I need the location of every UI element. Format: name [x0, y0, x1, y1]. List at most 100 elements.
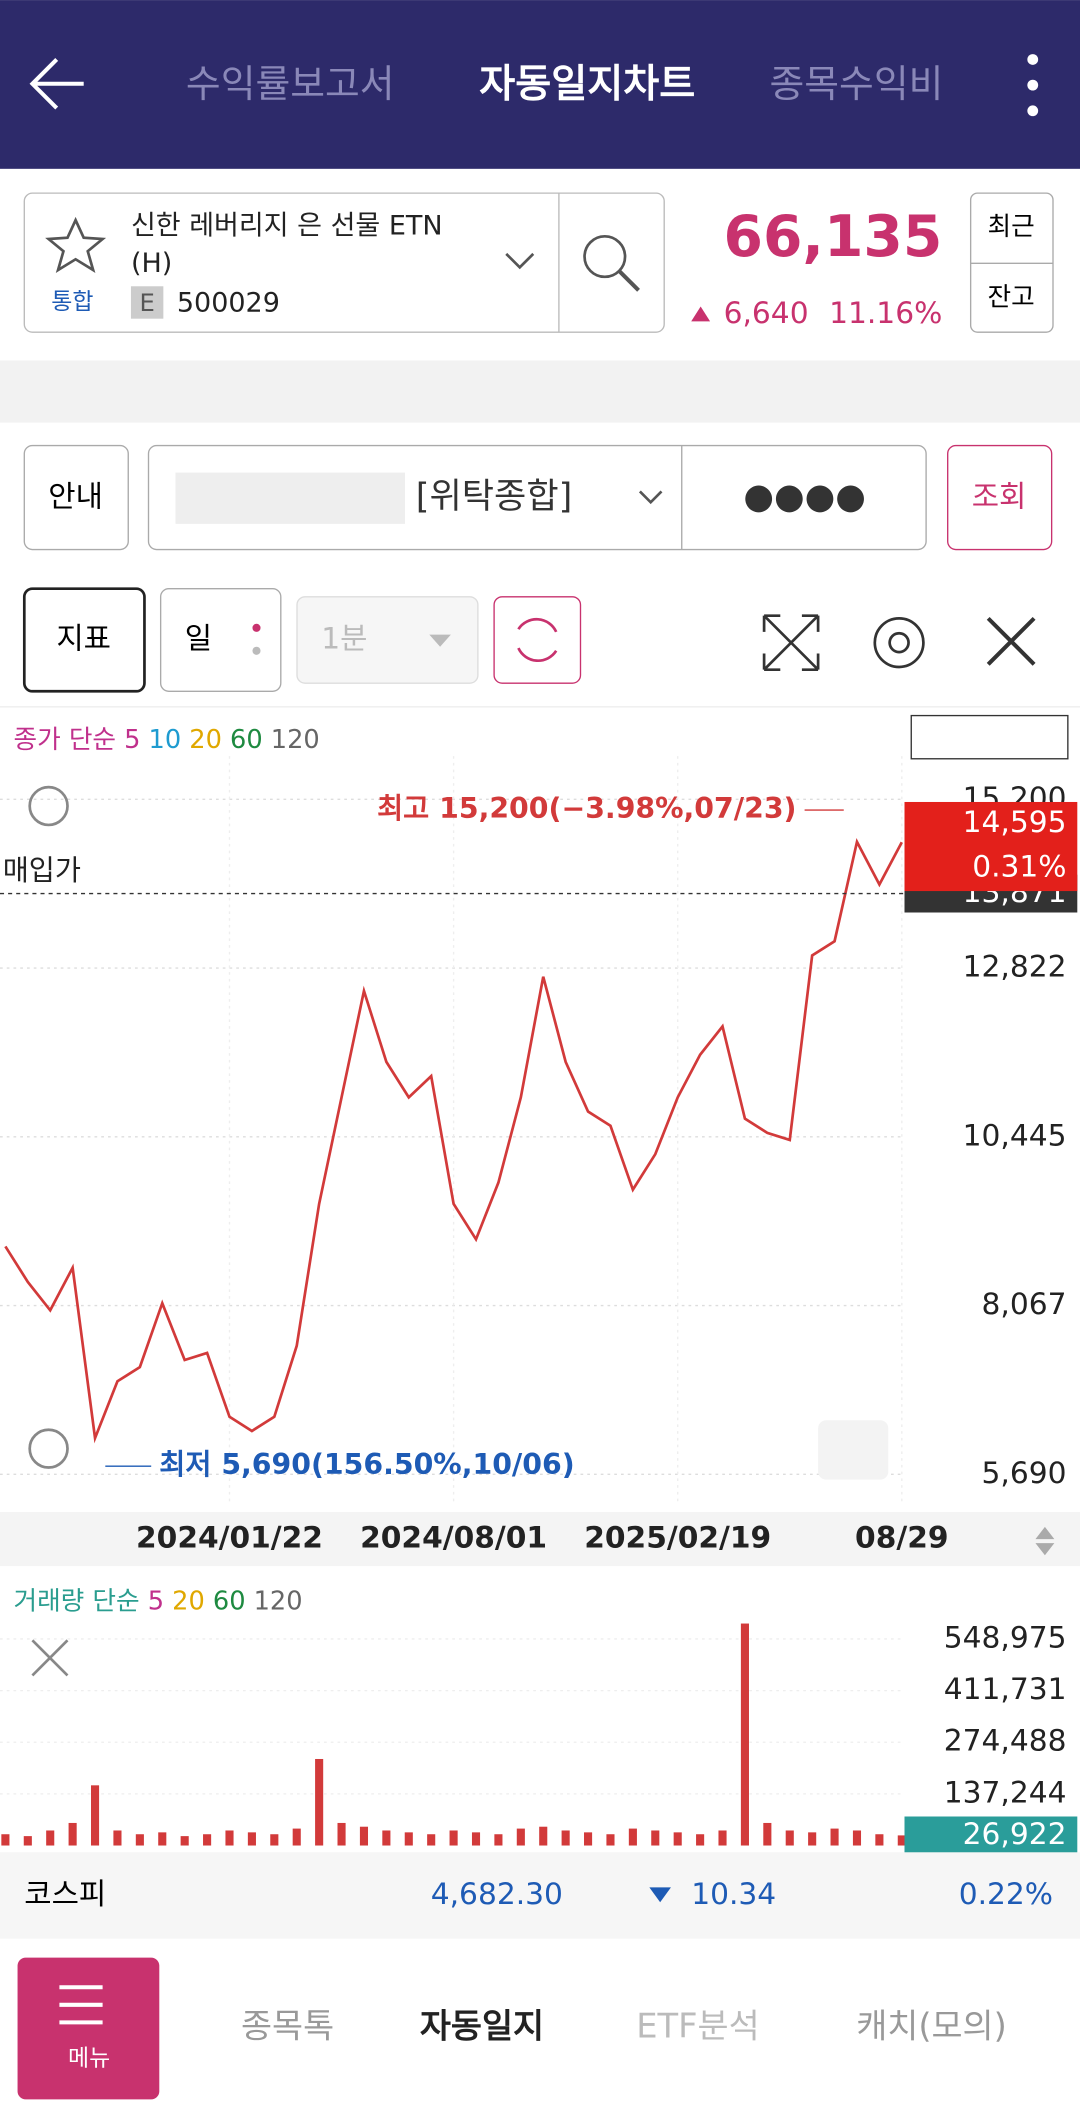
y-tick-label: 8,067 — [981, 1287, 1066, 1322]
dropdown[interactable] — [505, 252, 535, 270]
min-annotation: 최저 5,690(156.50%,10/06) — [159, 1448, 574, 1481]
masked-account — [175, 472, 405, 524]
volume-bar — [875, 1834, 884, 1846]
legend-title: 거래량 단순 — [14, 1587, 140, 1617]
zoom-in[interactable] — [28, 785, 69, 827]
x-tick-label: 08/29 — [855, 1521, 948, 1556]
dot — [252, 646, 261, 655]
volume-bar — [897, 1835, 906, 1846]
volume-bar — [180, 1836, 189, 1846]
change-rate: 11.16% — [829, 296, 942, 331]
legend-item: 5 — [148, 1587, 164, 1617]
index-bar — [0, 1852, 1080, 1939]
password[interactable]: ●●●● — [743, 476, 865, 517]
volume-bar — [337, 1822, 346, 1846]
y-tick-label: 10,445 — [963, 1118, 1067, 1153]
last-change: 0.31% — [972, 850, 1066, 885]
volume-bar — [561, 1830, 570, 1846]
volume-bar — [628, 1828, 637, 1846]
volume-bar — [696, 1834, 705, 1846]
stock-name: 신한 레버리지 은 선물 ETN — [131, 210, 443, 241]
nav-item[interactable]: 종목톡 — [241, 2006, 334, 2045]
scroll-end[interactable] — [818, 1420, 889, 1480]
legend-item: 120 — [254, 1587, 303, 1617]
interval-select[interactable] — [296, 596, 479, 684]
tools-icon[interactable] — [986, 616, 1036, 666]
menu-label: 메뉴 — [68, 2045, 110, 2071]
y-tick-label: 5,690 — [981, 1456, 1066, 1491]
nav-item-active[interactable]: 자동일지 — [420, 2006, 544, 2045]
max-annotation: 최고 15,200(−3.98%,07/23) — [377, 792, 796, 825]
menu-button[interactable] — [17, 1957, 160, 2100]
volume-bar — [427, 1834, 436, 1846]
date-axis-bg — [0, 1512, 1080, 1567]
recent-button[interactable]: 최근 — [988, 212, 1035, 242]
volume-bar — [203, 1834, 212, 1846]
search-icon[interactable] — [583, 234, 627, 279]
guide-button[interactable] — [23, 444, 129, 551]
stock-name-suffix: (H) — [131, 248, 172, 279]
nav-item[interactable]: ETF분석 — [636, 2006, 759, 2045]
refresh-icon — [517, 617, 558, 662]
back-button[interactable] — [29, 58, 84, 110]
settings-icon — [888, 631, 910, 654]
settings-icon[interactable] — [873, 617, 925, 669]
volume-bar — [673, 1832, 682, 1846]
volume-bar — [808, 1832, 817, 1846]
volume-bar — [830, 1828, 839, 1846]
volume-bar — [158, 1832, 167, 1846]
y-tick-label: 12,822 — [963, 950, 1067, 985]
interval-label: 1분 — [321, 621, 367, 656]
zoom-out[interactable] — [28, 1428, 69, 1469]
volume-bar — [606, 1834, 615, 1846]
volume-bar — [763, 1822, 772, 1846]
volume-bar — [651, 1830, 660, 1846]
legend-item: 60 — [230, 725, 263, 755]
last-tag — [904, 1816, 1078, 1855]
legend-item: 5 — [124, 725, 140, 755]
volume-bar — [404, 1832, 413, 1846]
volume-bar — [516, 1828, 525, 1846]
count-box — [910, 714, 1069, 760]
down-arrow — [649, 1887, 671, 1903]
close-volume[interactable] — [31, 1639, 69, 1677]
y-tick-label: 548,975 — [944, 1620, 1067, 1655]
volume-bar — [225, 1830, 234, 1846]
refresh-button[interactable] — [493, 596, 582, 684]
volume-bar — [359, 1826, 369, 1846]
period-button[interactable] — [159, 588, 282, 692]
volume-bar — [292, 1828, 301, 1846]
volume-bar — [471, 1832, 481, 1846]
indicator-label: 지표 — [56, 621, 111, 656]
legend-item: 120 — [271, 725, 320, 755]
spacer — [0, 360, 1080, 423]
tab[interactable]: 종목수익비 — [770, 62, 944, 106]
nav-item[interactable]: 캐치(모의) — [856, 2006, 1007, 2045]
search-icon — [618, 269, 640, 292]
dropdown — [429, 634, 451, 647]
more-menu[interactable] — [1027, 54, 1039, 117]
y-tick-label: 137,244 — [944, 1775, 1067, 1810]
legend-item: 20 — [172, 1587, 205, 1617]
balance-button[interactable]: 잔고 — [988, 282, 1035, 312]
volume-bar — [113, 1830, 122, 1846]
query-button[interactable] — [947, 444, 1053, 551]
tab[interactable]: 수익률보고서 — [186, 62, 395, 106]
axis-toggle[interactable] — [1035, 1526, 1055, 1556]
legend-item: 10 — [149, 725, 182, 755]
fullscreen-icon[interactable] — [762, 614, 820, 672]
stock-code: 500029 — [177, 287, 280, 318]
legend-item: 20 — [189, 725, 222, 755]
stock-box[interactable] — [23, 192, 665, 333]
tab-active[interactable]: 자동일지차트 — [479, 62, 695, 107]
favorite-star[interactable] — [45, 216, 107, 274]
dropdown[interactable] — [638, 490, 663, 505]
indicator-button[interactable] — [22, 587, 146, 693]
volume-bar — [382, 1830, 391, 1846]
badge: E — [139, 288, 154, 317]
volume-bar — [785, 1830, 794, 1846]
volume-bar — [494, 1834, 503, 1846]
nav-bar — [0, 1940, 1080, 2121]
